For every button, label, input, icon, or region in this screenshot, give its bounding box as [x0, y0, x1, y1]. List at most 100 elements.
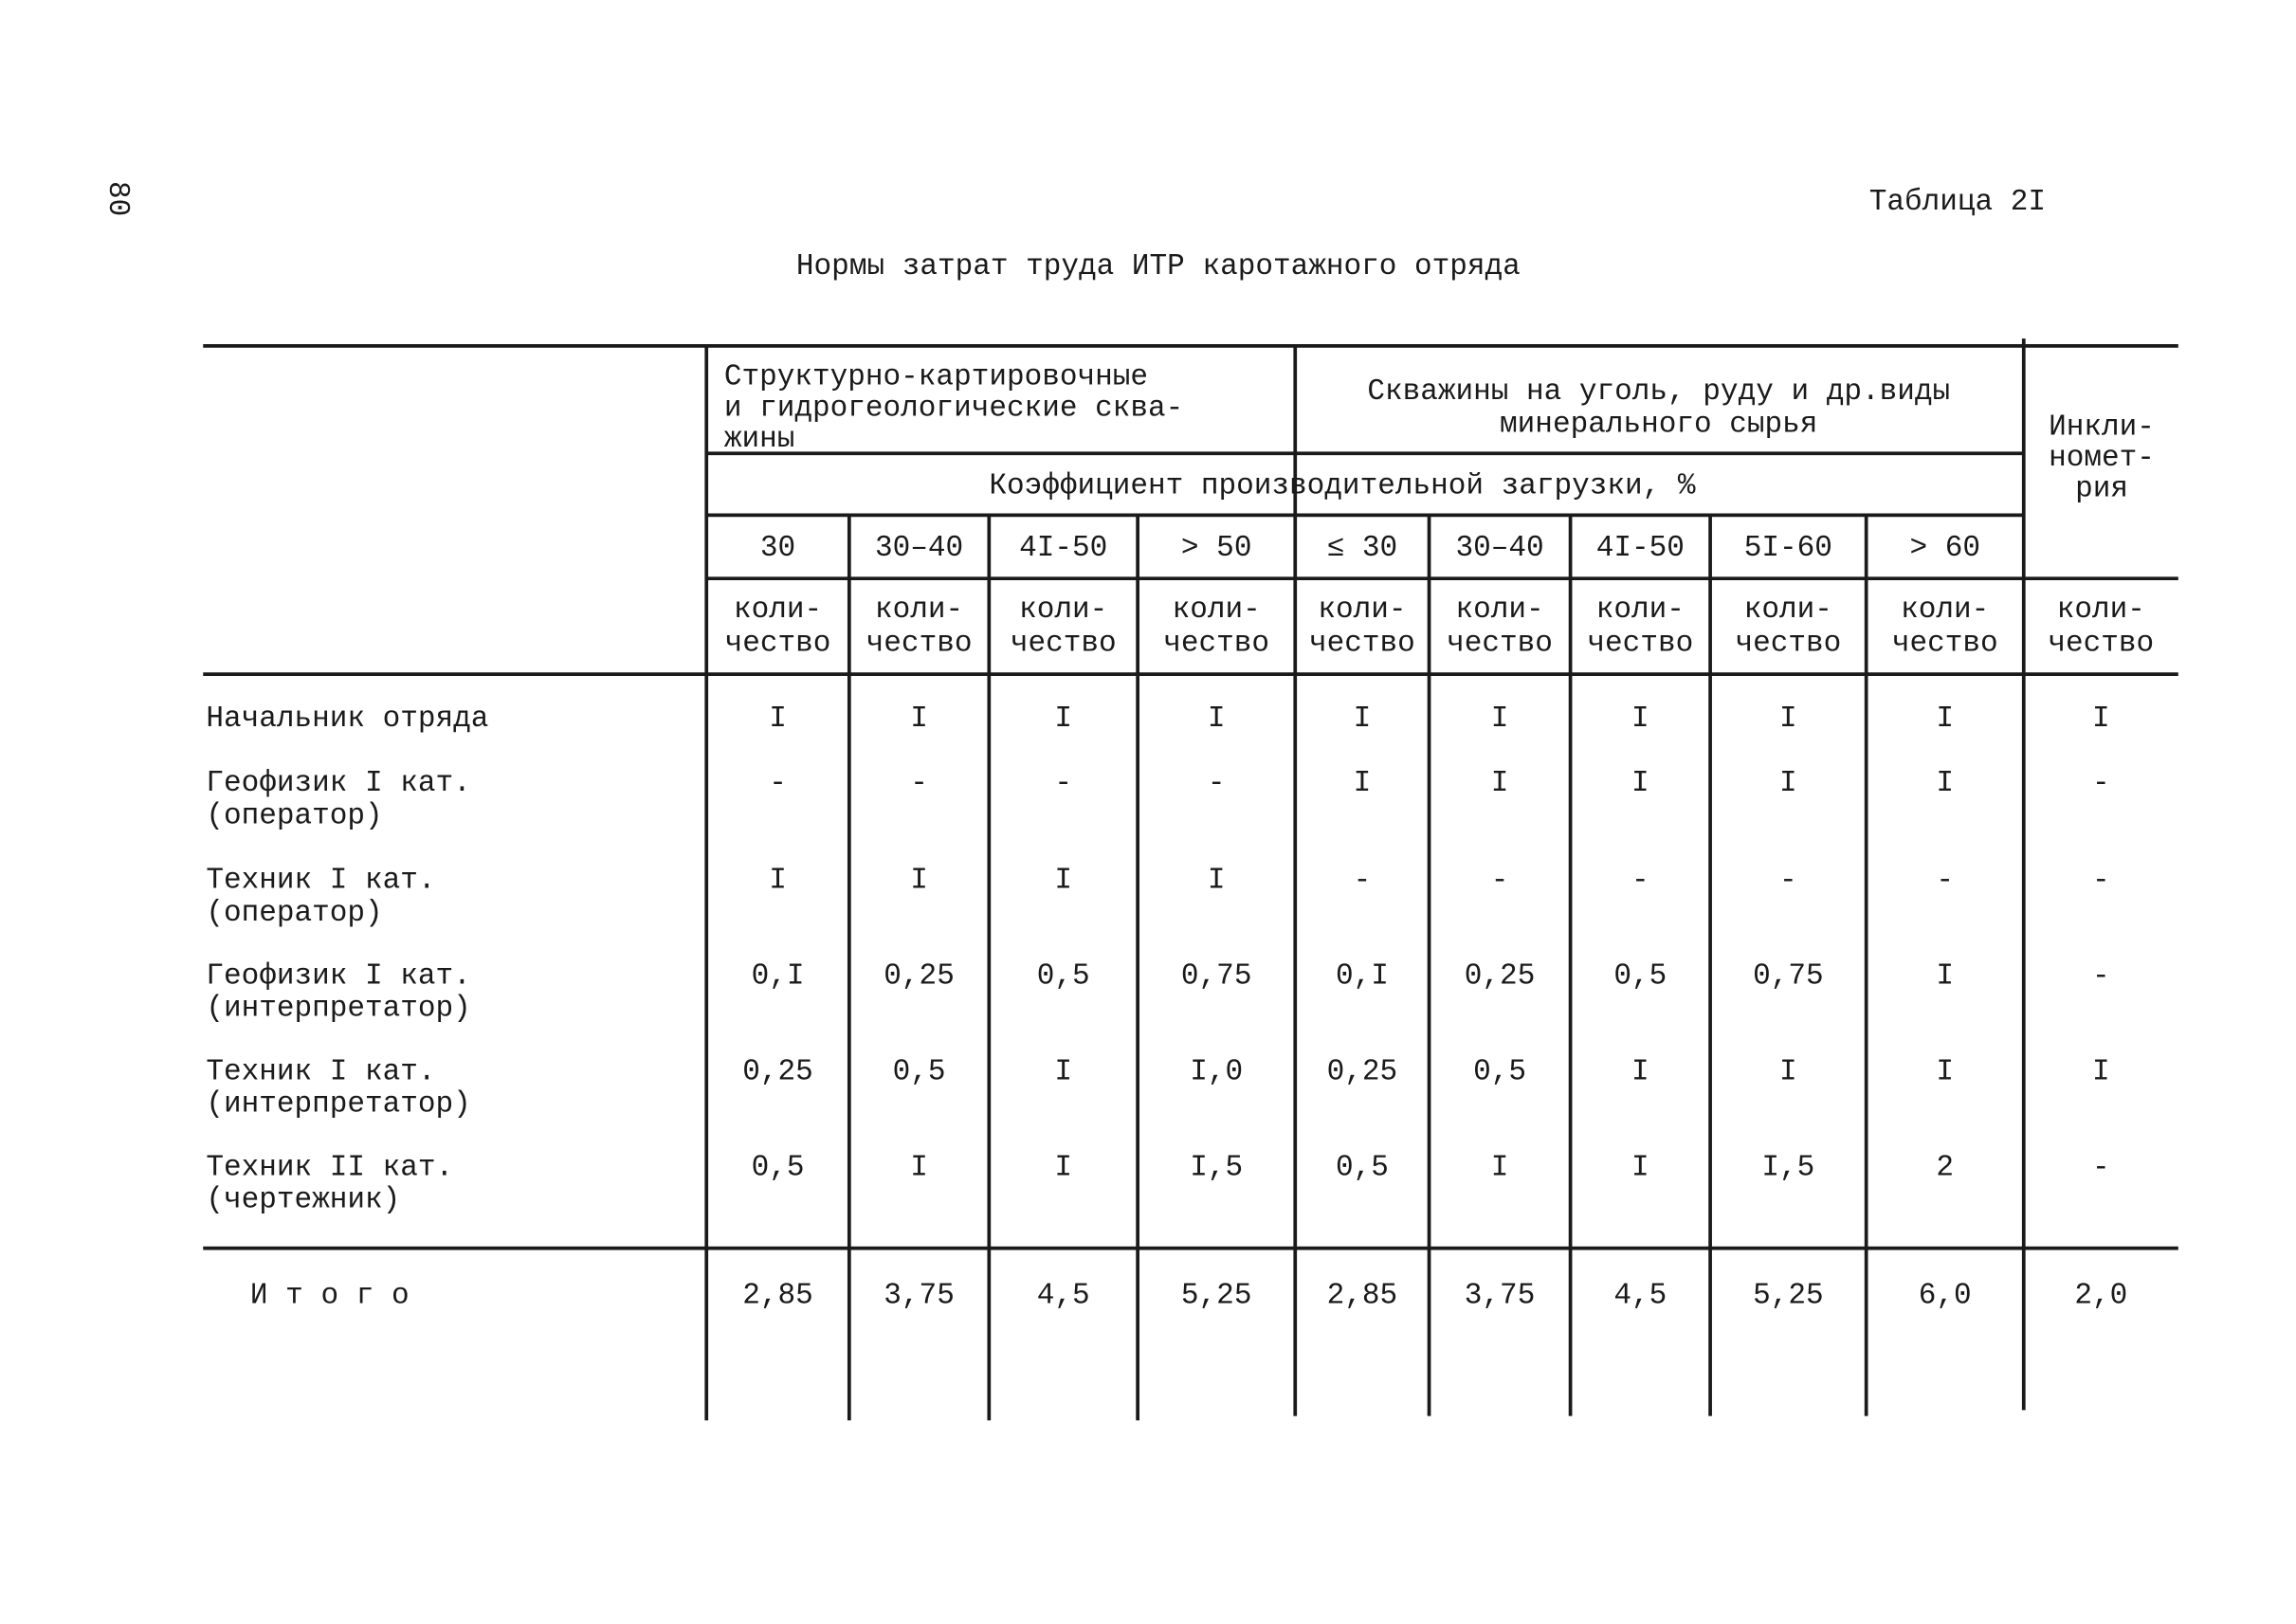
- row-label: Техник II кат.: [206, 1151, 453, 1184]
- total-cell: 4,5: [1613, 1279, 1667, 1312]
- cell: I: [1936, 703, 1954, 736]
- cell: I: [769, 865, 787, 898]
- unit-header: коли-: [1455, 593, 1543, 627]
- cell: I: [1631, 1055, 1649, 1088]
- total-cell: 2,0: [2074, 1279, 2127, 1312]
- unit-header: коли-: [1318, 593, 1406, 627]
- range-header: > 60: [1909, 532, 1980, 565]
- unit-header: коли-: [734, 593, 822, 627]
- cell: 0,75: [1753, 960, 1824, 994]
- range-header: 30–40: [875, 532, 963, 565]
- unit-header: чество: [1735, 628, 1841, 661]
- range-header: 30: [760, 532, 795, 565]
- range-header: 5I-60: [1744, 532, 1832, 565]
- row-label: Геофизик I кат.: [206, 960, 470, 994]
- unit-header: коли-: [875, 593, 963, 627]
- coefficient-header: Коэффициент производительной загрузки, %: [989, 470, 1696, 503]
- row-label: Техник I кат.: [206, 1055, 435, 1088]
- row-label: (оператор): [206, 897, 382, 930]
- cell: 0,I: [752, 960, 805, 994]
- cell: I: [1054, 1055, 1072, 1088]
- total-cell: 4,5: [1037, 1279, 1090, 1312]
- unit-header: чество: [2048, 628, 2154, 661]
- cell: I: [1354, 767, 1372, 800]
- cell: I: [769, 703, 787, 736]
- total-cell: 3,75: [1465, 1279, 1536, 1312]
- cell: I: [910, 865, 928, 898]
- unit-header: чество: [866, 628, 973, 661]
- unit-header: коли-: [2057, 593, 2145, 627]
- cell: I: [1491, 767, 1509, 800]
- cell: I: [1354, 703, 1372, 736]
- cell: I,5: [1190, 1151, 1243, 1184]
- cell: I: [2092, 703, 2110, 736]
- row-label: Геофизик I кат.: [206, 767, 470, 800]
- table-label: Таблица 2I: [1869, 186, 2046, 219]
- unit-header: чество: [1447, 628, 1553, 661]
- total-label: И т о г о: [250, 1279, 410, 1312]
- cell: I: [1054, 865, 1072, 898]
- cell: I: [1491, 703, 1509, 736]
- cell: -: [2092, 767, 2110, 800]
- cell: I: [1208, 865, 1226, 898]
- range-header: 4I-50: [1596, 532, 1685, 565]
- cell: I: [2092, 1055, 2110, 1088]
- unit-header: коли-: [1173, 593, 1261, 627]
- total-cell: 3,75: [884, 1279, 955, 1312]
- cell: 0,75: [1181, 960, 1252, 994]
- group-header: Структурно-картировочные: [724, 361, 1148, 394]
- row-label: (оператор): [206, 799, 382, 832]
- cell: I: [910, 1151, 928, 1184]
- total-cell: 5,25: [1181, 1279, 1252, 1312]
- unit-header: коли-: [1019, 593, 1107, 627]
- cell: 0,5: [893, 1055, 946, 1088]
- unit-header: чество: [1163, 628, 1269, 661]
- cell: I: [1491, 1151, 1509, 1184]
- cell: 0,5: [1473, 1055, 1526, 1088]
- cell: I,0: [1190, 1055, 1243, 1088]
- unit-header: коли-: [1596, 593, 1685, 627]
- total-cell: 5,25: [1753, 1279, 1824, 1312]
- cell: I: [1631, 767, 1649, 800]
- total-cell: 2,85: [742, 1279, 813, 1312]
- cell: -: [2092, 960, 2110, 994]
- row-label: (интерпретатор): [206, 1088, 470, 1122]
- group-header: номет-: [2049, 442, 2155, 475]
- cell: 0,I: [1336, 960, 1389, 994]
- cell: I: [1054, 703, 1072, 736]
- cell: 0,5: [1336, 1151, 1389, 1184]
- range-header: 30–40: [1455, 532, 1543, 565]
- group-header: Инкли-: [2049, 411, 2155, 444]
- cell: I: [1779, 767, 1797, 800]
- cell: -: [1936, 865, 1954, 898]
- cell: I,5: [1761, 1151, 1814, 1184]
- cell: I: [1936, 960, 1954, 994]
- group-header: и гидрогеологические сква-: [724, 392, 1183, 425]
- cell: -: [769, 767, 787, 800]
- range-header: ≤ 30: [1327, 532, 1398, 565]
- unit-header: чество: [1892, 628, 1998, 661]
- range-header: > 50: [1181, 532, 1252, 565]
- table-title: Нормы затрат труда ИТР каротажного отряд…: [796, 250, 1521, 283]
- cell: -: [2092, 865, 2110, 898]
- range-header: 4I-50: [1019, 532, 1107, 565]
- row-label: (чертежник): [206, 1184, 400, 1217]
- cell: 2: [1936, 1151, 1954, 1184]
- unit-header: коли-: [1901, 593, 1989, 627]
- cell: I: [1779, 1055, 1797, 1088]
- unit-header: коли-: [1744, 593, 1832, 627]
- cell: I: [1054, 1151, 1072, 1184]
- unit-header: чество: [1011, 628, 1117, 661]
- cell: -: [1208, 767, 1226, 800]
- group-header: минерального сырья: [1500, 408, 1817, 441]
- group-header: жины: [724, 423, 795, 456]
- row-label: Техник I кат.: [206, 865, 435, 898]
- cell: 0,25: [1465, 960, 1536, 994]
- page-number: 80: [100, 181, 134, 216]
- cell: I: [1936, 767, 1954, 800]
- unit-header: чество: [725, 628, 831, 661]
- group-header: рия: [2075, 473, 2128, 506]
- cell: -: [2092, 1151, 2110, 1184]
